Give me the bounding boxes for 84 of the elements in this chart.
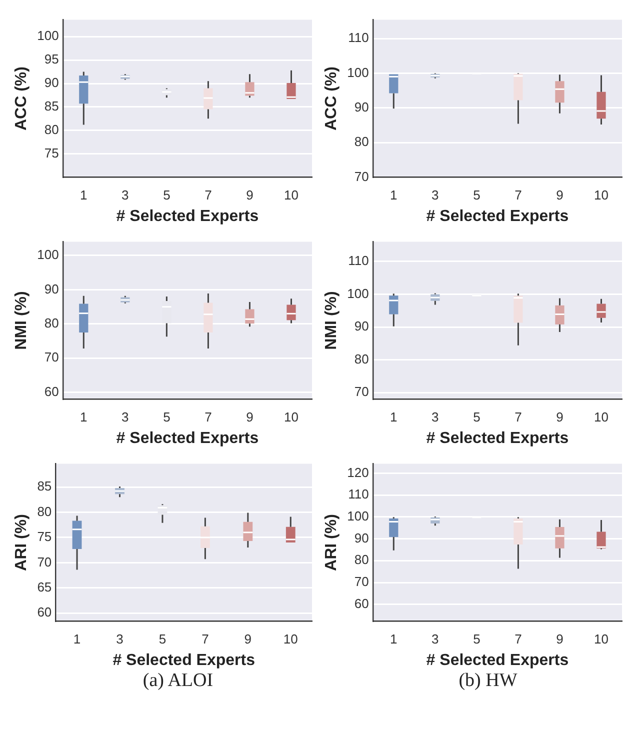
x-tick-label: 9 <box>244 632 252 647</box>
x-axis-title: # Selected Experts <box>426 652 569 669</box>
x-tick-label: 3 <box>432 632 439 647</box>
y-tick-label: 90 <box>44 75 59 90</box>
y-tick-label: 100 <box>347 64 369 80</box>
y-tick-label: 70 <box>354 384 369 400</box>
y-tick-label: 90 <box>354 530 369 546</box>
x-tick-label: 5 <box>163 410 170 425</box>
y-tick-label: 60 <box>44 384 59 399</box>
y-axis-title: ARI (%) <box>13 514 30 571</box>
x-tick-label: 1 <box>73 632 81 647</box>
x-tick-label: 5 <box>473 632 480 647</box>
y-tick-label: 100 <box>347 508 369 524</box>
x-tick-label: 3 <box>116 632 124 647</box>
x-tick-label: 7 <box>202 632 209 647</box>
y-tick-label: 70 <box>354 574 369 590</box>
x-tick-label: 10 <box>594 632 608 647</box>
y-axis-title: ACC (%) <box>323 66 340 130</box>
x-tick-label: 1 <box>390 188 398 203</box>
x-tick-label: 7 <box>514 632 522 647</box>
x-tick-label: 10 <box>283 632 298 647</box>
x-axis-title: # Selected Experts <box>116 208 259 225</box>
y-tick-label: 95 <box>44 52 59 67</box>
x-tick-label: 3 <box>432 188 439 203</box>
x-tick-label: 7 <box>204 410 212 425</box>
x-tick-label: 1 <box>390 632 398 647</box>
x-tick-label: 3 <box>122 188 129 203</box>
y-tick-label: 60 <box>37 604 52 620</box>
x-tick-label: 1 <box>80 410 88 425</box>
x-tick-label: 9 <box>556 410 564 425</box>
y-tick-label: 90 <box>354 99 369 114</box>
y-axis-title: ACC (%) <box>13 66 30 130</box>
y-tick-label: 110 <box>348 30 369 46</box>
x-tick-label: 10 <box>284 410 298 425</box>
y-tick-label: 80 <box>354 134 369 150</box>
x-tick-label: 3 <box>432 410 439 425</box>
x-tick-label: 9 <box>246 410 254 425</box>
y-tick-label: 85 <box>44 98 59 114</box>
y-tick-label: 80 <box>354 552 369 568</box>
x-tick-label: 10 <box>284 188 298 203</box>
y-tick-label: 65 <box>37 579 52 594</box>
x-tick-label: 9 <box>556 188 564 203</box>
x-axis-title: # Selected Experts <box>426 430 569 447</box>
y-tick-label: 70 <box>37 554 52 570</box>
y-tick-label: 80 <box>37 504 52 519</box>
y-tick-label: 85 <box>37 478 52 494</box>
y-tick-label: 90 <box>354 318 369 334</box>
y-tick-label: 75 <box>37 529 52 544</box>
y-tick-label: 100 <box>347 286 369 301</box>
y-tick-label: 100 <box>37 247 59 262</box>
y-tick-label: 100 <box>37 28 59 44</box>
x-tick-label: 10 <box>594 410 608 425</box>
x-tick-label: 5 <box>163 188 170 203</box>
x-axis-title: # Selected Experts <box>426 208 569 225</box>
x-axis-title: # Selected Experts <box>116 430 259 447</box>
x-axis-title: # Selected Experts <box>112 652 256 669</box>
text: (b) HW <box>458 670 518 692</box>
x-tick-label: 5 <box>473 410 480 425</box>
x-tick-label: 5 <box>473 188 480 203</box>
x-tick-label: 9 <box>246 188 254 203</box>
x-tick-label: 7 <box>514 410 522 425</box>
y-tick-label: 110 <box>348 253 369 268</box>
x-tick-label: 5 <box>158 632 166 647</box>
x-tick-label: 10 <box>594 188 608 203</box>
text: (a) ALOI <box>142 670 214 692</box>
y-tick-label: 90 <box>44 281 59 296</box>
x-tick-label: 9 <box>556 632 564 647</box>
y-tick-label: 80 <box>44 316 59 330</box>
y-axis-title: NMI (%) <box>323 291 340 350</box>
x-tick-label: 3 <box>122 410 129 425</box>
y-axis-title: ARI (%) <box>323 514 340 571</box>
x-tick-label: 7 <box>204 188 212 203</box>
y-tick-label: 80 <box>44 122 59 137</box>
y-tick-label: 70 <box>354 168 369 184</box>
y-tick-label: 80 <box>354 351 369 366</box>
y-tick-label: 60 <box>354 596 369 611</box>
y-tick-label: 120 <box>347 464 369 480</box>
y-tick-label: 110 <box>348 486 369 502</box>
x-tick-label: 1 <box>390 410 398 425</box>
x-tick-label: 7 <box>514 188 522 203</box>
y-axis-title: NMI (%) <box>13 291 30 350</box>
x-tick-label: 1 <box>80 188 88 203</box>
y-tick-label: 70 <box>44 350 59 365</box>
y-tick-label: 75 <box>44 145 59 160</box>
